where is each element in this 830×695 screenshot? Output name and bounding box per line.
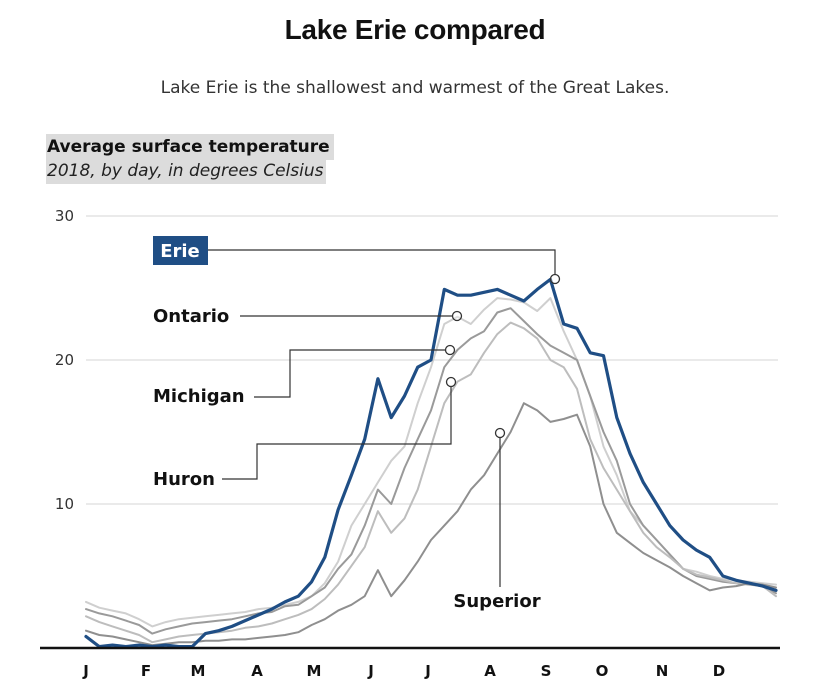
x-tick-label: A: [251, 662, 263, 680]
series-line-michigan: [85, 307, 777, 635]
series-line-ontario: [85, 297, 777, 628]
y-tick-label: 30: [55, 207, 74, 225]
x-tick-label: F: [141, 662, 151, 680]
x-tick-label: S: [541, 662, 552, 680]
leader-erie: [208, 249, 556, 275]
label-erie: Erie: [160, 241, 200, 262]
label-ontario: Ontario: [153, 306, 229, 327]
x-tick-label: J: [82, 662, 89, 680]
chart-subtitle: Lake Erie is the shallowest and warmest …: [160, 78, 670, 98]
chart-title: Lake Erie compared: [284, 14, 546, 45]
label-leaders: [208, 249, 561, 587]
x-tick-label: D: [713, 662, 725, 680]
erie-label-box: [153, 236, 208, 265]
marker-huron: [445, 376, 457, 388]
series-line-huron: [85, 321, 777, 644]
x-tick-label: M: [191, 662, 206, 680]
y-axis-ticks: 10 20 30: [55, 207, 74, 513]
marker-superior: [494, 427, 506, 439]
x-tick-label: A: [484, 662, 496, 680]
leader-huron: [222, 386, 452, 480]
leader-michigan: [254, 349, 446, 398]
marker-erie: [549, 273, 561, 285]
label-superior: Superior: [453, 591, 540, 612]
marker-michigan: [444, 344, 456, 356]
y-tick-label: 20: [55, 351, 74, 369]
series-line-erie: [84, 277, 778, 649]
label-michigan: Michigan: [153, 386, 245, 407]
series-labels: Erie Ontario Michigan Huron Superior: [153, 236, 541, 612]
label-huron: Huron: [153, 469, 215, 490]
marker-ontario: [451, 310, 463, 322]
x-tick-label: N: [656, 662, 669, 680]
x-tick-label: M: [307, 662, 322, 680]
x-tick-label: J: [424, 662, 431, 680]
panel-subtitle: 2018, by day, in degrees Celsius: [46, 159, 327, 184]
series-line-superior: [85, 402, 777, 647]
x-tick-label: J: [367, 662, 374, 680]
panel-title: Average surface temperature: [46, 134, 334, 160]
series-lines: [84, 277, 778, 649]
x-tick-label: O: [596, 662, 609, 680]
y-tick-label: 10: [55, 495, 74, 513]
